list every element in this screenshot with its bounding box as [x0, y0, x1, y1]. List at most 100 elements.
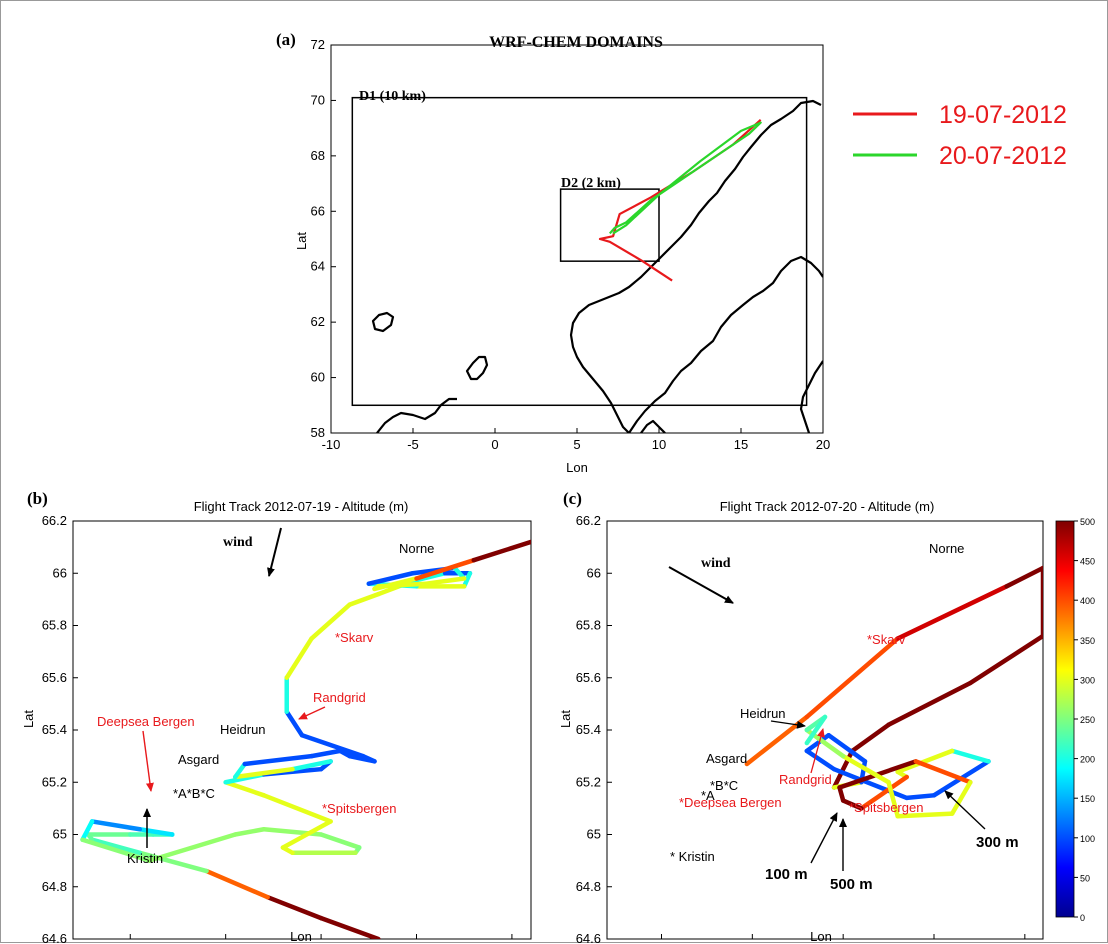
panel-a-xtick-label: -5	[407, 437, 419, 452]
panel-b-ytick-label: 65.4	[42, 722, 67, 737]
panel-c-label-500m: 500 m	[830, 876, 873, 893]
panel-b-label-abc: *A*B*C	[173, 786, 215, 801]
panel-b-randgrid-arrow	[298, 706, 326, 720]
panel-c-label-spitsbergen: *Spitsbergen	[849, 800, 923, 815]
panel-c-track-segment	[831, 748, 855, 790]
panel-a-domains	[351, 96, 808, 407]
panel-a-xlabel: Lon	[566, 460, 588, 475]
panel-b-track-segment	[137, 850, 209, 874]
panel-b-track-segment	[284, 709, 305, 738]
panel-b-track-segment	[318, 915, 381, 939]
panel-c-track-segment	[886, 780, 900, 819]
panel-b-abc-text: *A*B*C	[173, 786, 215, 801]
panel-c-ytick-label: 65.4	[576, 722, 601, 737]
panel-a-coastline	[371, 99, 823, 433]
panel-c-100m-arrow	[810, 812, 838, 864]
panel-c-track-segment	[804, 714, 828, 746]
panel-b-track-segment	[290, 759, 333, 772]
panel-b-title: Flight Track 2012-07-19 - Altitude (m)	[194, 499, 409, 514]
sweden-border-coast	[628, 255, 823, 433]
panel-b-track-segment	[461, 571, 473, 589]
panel-a-legend: 19-07-2012 20-07-2012	[853, 101, 1067, 170]
panel-c-wind-label: wind	[701, 556, 731, 571]
panel-c-label-randgrid: Randgrid	[779, 772, 832, 787]
panel-c-track	[744, 565, 1043, 819]
panel-c-ytick-label: 66.2	[576, 513, 601, 528]
panel-b-label-deepsea: Deepsea Bergen	[97, 714, 195, 729]
colorbar-tick-label: 500	[1080, 517, 1095, 527]
colorbar-tick-label: 250	[1080, 715, 1095, 725]
panel-a-tracks	[598, 119, 762, 282]
panel-a-xtick-label: -10	[322, 437, 341, 452]
panel-c-letter: (c)	[563, 489, 582, 508]
panel-b-track-segment	[265, 894, 324, 921]
panel-b-track-segment	[280, 819, 333, 850]
colorbar-tick-label: 200	[1080, 755, 1095, 765]
track-19-07-2012	[598, 119, 762, 282]
panel-c-ytick-label: 65	[587, 827, 601, 842]
panel-a-ytick-label: 68	[311, 148, 325, 163]
panel-b-track-segment	[242, 753, 314, 767]
panel-c-asgard-text: Asgard	[706, 751, 747, 766]
panel-b-track-segment	[414, 557, 476, 581]
panel-c-label-100m: 100 m	[765, 866, 808, 883]
panel-a-xtick-label: 0	[491, 437, 498, 452]
panel-b-track-segment	[137, 827, 175, 837]
panel-c-title: Flight Track 2012-07-20 - Altitude (m)	[720, 499, 935, 514]
panel-b-track-segment	[318, 832, 362, 850]
panel-c-label-heidrun: Heidrun	[740, 706, 786, 721]
panel-c-label-asgard: Asgard	[706, 751, 747, 766]
panel-c-label-kristin: * Kristin	[670, 849, 715, 864]
panel-a-title: WRF-CHEM DOMAINS	[489, 34, 663, 51]
colorbar-tick-label: 50	[1080, 873, 1090, 883]
panel-b-ytick-label: 65	[53, 827, 67, 842]
panel-b-track-segment	[309, 602, 352, 641]
panel-b-ylabel: Lat	[21, 710, 36, 728]
track-20-07-2012	[608, 121, 762, 235]
panel-b-axes	[72, 520, 532, 940]
panel-c-ytick-label: 64.6	[576, 931, 601, 944]
panel-c-ytick-label: 66	[587, 565, 601, 580]
panel-b-letter: (b)	[27, 489, 48, 508]
panel-c-track-segment	[895, 584, 1009, 641]
shetland-islands	[465, 355, 489, 381]
panel-a-xtick-label: 10	[652, 437, 666, 452]
panel-a: (a) WRF-CHEM DOMAINS D1 (10 km) D2 (2 km…	[276, 30, 1067, 475]
panel-a-xtick-label: 15	[734, 437, 748, 452]
panel-a-xtick-label: 5	[573, 437, 580, 452]
panel-b-track-segment	[423, 576, 467, 586]
panel-b-track-segment	[80, 837, 152, 863]
panel-c-track-segment	[968, 633, 1043, 686]
panel-a-letter: (a)	[276, 30, 296, 49]
panel-a-xtick-label: 20	[816, 437, 830, 452]
panel-c-track-segment	[831, 766, 909, 801]
panel-c-track-segment	[826, 732, 868, 764]
panel-c-track-segment	[895, 811, 955, 819]
domain-d1-box	[351, 96, 808, 407]
panel-b-label-randgrid: Randgrid	[313, 690, 366, 705]
uk-north-coast	[376, 397, 457, 433]
legend-label-19-07: 19-07-2012	[939, 101, 1067, 129]
panel-b-wind-arrow	[267, 527, 282, 577]
panel-c-label-norne: Norne	[929, 541, 964, 556]
panel-c-track-segment	[850, 722, 891, 754]
panel-b-wind-label: wind	[223, 535, 253, 550]
panel-b-track-segment	[471, 539, 531, 563]
colorbar	[1055, 520, 1075, 918]
panel-c-track-segment	[804, 636, 900, 720]
panel-b-track-segment	[372, 576, 419, 592]
faroe-islands	[371, 311, 395, 333]
panel-a-ytick-label: 60	[311, 370, 325, 385]
panel-c-xlabel: Lon	[810, 929, 832, 944]
panel-b-label-norne: Norne	[399, 541, 434, 556]
panel-c-randgrid-arrow	[810, 728, 825, 774]
panel-c-ylabel: Lat	[558, 710, 573, 728]
panel-b-track-segment	[89, 819, 143, 832]
colorbar-tick-label: 450	[1080, 557, 1095, 567]
panel-b-label-kristin: Kristin	[127, 851, 163, 866]
panel-c-track-segment	[840, 753, 891, 785]
panel-b-track-segment	[309, 748, 343, 759]
panel-b-track-segment	[232, 761, 247, 780]
panel-b-track-segment	[89, 837, 143, 856]
panel-c-label-skarv: *Skarv	[867, 632, 906, 647]
